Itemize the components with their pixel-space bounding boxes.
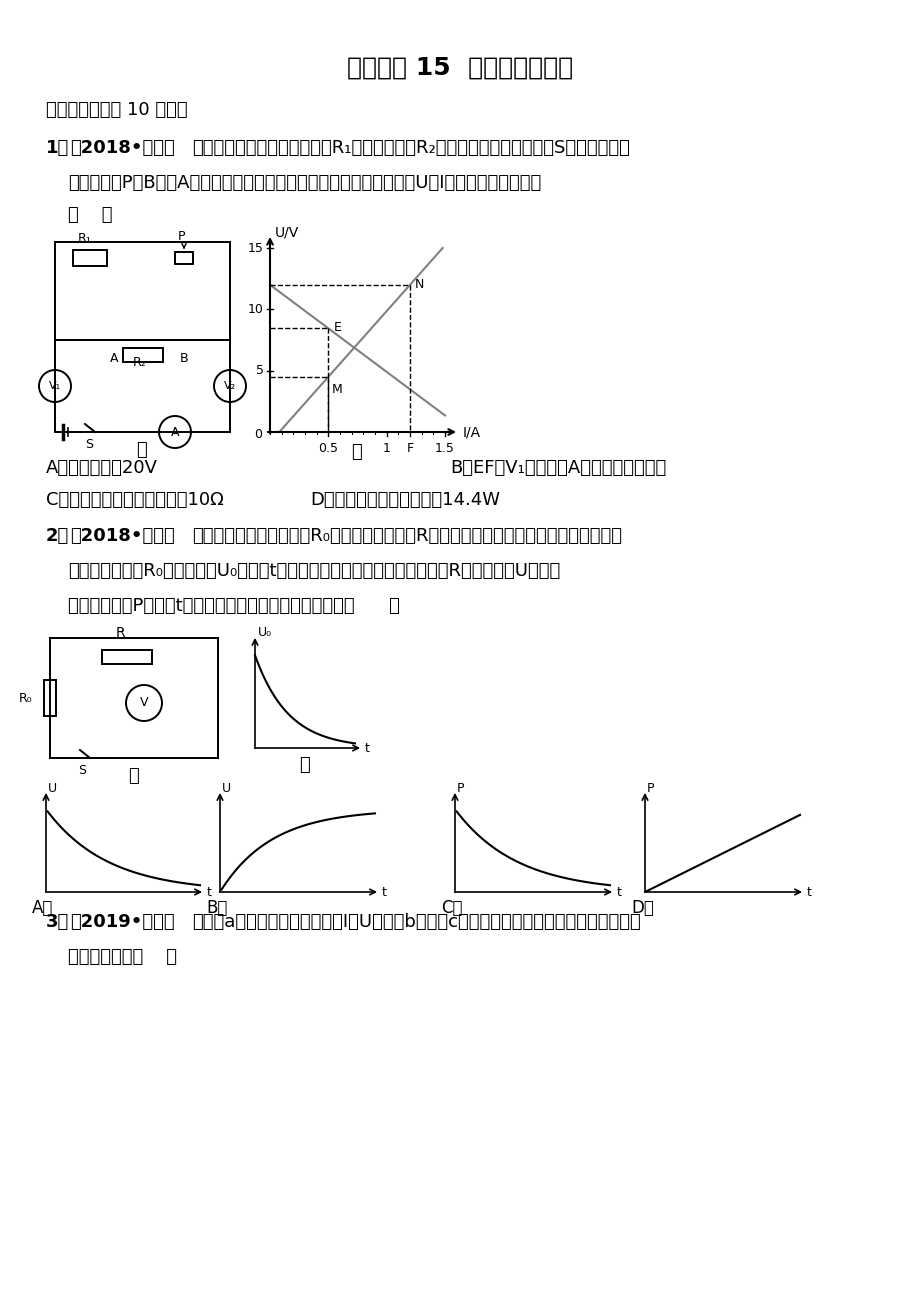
Text: t: t [207,885,211,898]
Text: 甲: 甲 [129,767,139,785]
Text: t: t [806,885,811,898]
Text: V₂: V₂ [223,381,236,391]
Text: R₂: R₂ [133,355,147,368]
Text: B．: B． [206,898,227,917]
Text: V₁: V₁ [49,381,61,391]
Text: 温度，定值电阻R₀两端的电压U₀随温度t变化的关系如图乙所示，则下列描述R两端的电压U、电路: 温度，定值电阻R₀两端的电压U₀随温度t变化的关系如图乙所示，则下列描述R两端的… [68,562,560,579]
Circle shape [214,370,245,402]
Text: 0: 0 [254,427,262,440]
Text: 如图（a）所示是电阻甲和乙的I－U图象（b）、（c）是它们的部分电路连接示意图，下列: 如图（a）所示是电阻甲和乙的I－U图象（b）、（c）是它们的部分电路连接示意图，… [192,913,640,931]
Text: R₀: R₀ [18,691,32,704]
Text: N: N [414,279,424,292]
Text: 甲: 甲 [137,441,147,460]
Bar [102,650,152,664]
Text: P: P [457,781,464,794]
Text: 10: 10 [248,303,264,316]
Text: R₁: R₁ [78,232,92,245]
Text: 乙: 乙 [351,443,362,461]
Text: 1: 1 [382,441,391,454]
Text: 15: 15 [248,241,264,254]
Text: A．电源电压为20V: A．电源电压为20V [46,460,158,477]
Text: A: A [171,426,179,439]
Text: I/A: I/A [462,424,480,439]
Text: E: E [333,322,341,335]
Bar [44,680,56,716]
Text: 阻器的滑片P从B端至A端的过程中，两电压表示数随电流表示数变化的U－I图象如图乙所示，则: 阻器的滑片P从B端至A端的过程中，两电压表示数随电流表示数变化的U－I图象如图乙… [68,174,540,191]
Text: （2018•常州）: （2018•常州） [70,139,175,158]
Text: D．: D． [630,898,653,917]
Text: A: A [110,352,119,365]
Text: U/V: U/V [275,225,299,240]
Text: D．整个电路的最大功率为14.4W: D．整个电路的最大功率为14.4W [310,491,499,509]
Text: 如图甲，电源电压恒定，R₀为定值电阻，电阻R的阻值随环境温度变化而改变。改变环境: 如图甲，电源电压恒定，R₀为定值电阻，电阻R的阻值随环境温度变化而改变。改变环境 [192,527,621,546]
Text: （2018•南通）: （2018•南通） [70,527,175,546]
Circle shape [159,417,191,448]
Text: 乙: 乙 [300,756,310,773]
Text: 3．: 3． [46,913,69,931]
Text: 如图甲所示，电源电压恒定，R₁是定值电阻，R₂是滑动变阻器，闭合开关S，移动滑动变: 如图甲所示，电源电压恒定，R₁是定值电阻，R₂是滑动变阻器，闭合开关S，移动滑动… [192,139,630,158]
Text: t: t [365,742,369,754]
Text: F: F [406,441,414,454]
Text: 一．选择题（共 10 小题）: 一．选择题（共 10 小题） [46,102,187,118]
Bar [73,250,107,266]
Text: （2019•淮安）: （2019•淮安） [70,913,175,931]
Text: 1．: 1． [46,139,69,158]
Text: B．EF是V₁表示数随A表示数变化的图象: B．EF是V₁表示数随A表示数变化的图象 [449,460,665,477]
Text: U₀: U₀ [257,625,272,638]
Text: R: R [115,626,125,641]
Text: P: P [646,781,653,794]
Text: A．: A． [32,898,53,917]
Text: 消耗的总功率P随温度t变化的关系图线中，可能正确的是（      ）: 消耗的总功率P随温度t变化的关系图线中，可能正确的是（ ） [68,598,400,615]
Text: B: B [180,352,188,365]
Text: t: t [381,885,387,898]
Text: C．滑动变阻器的最大阻值为10Ω: C．滑动变阻器的最大阻值为10Ω [46,491,223,509]
Text: S: S [78,764,85,777]
Text: 5: 5 [255,365,264,378]
Text: U: U [221,781,231,794]
Text: t: t [617,885,621,898]
Text: 1.5: 1.5 [435,441,454,454]
Text: （    ）: （ ） [68,206,112,224]
Text: 说法错误的是（    ）: 说法错误的是（ ） [68,948,176,966]
Text: 2．: 2． [46,527,69,546]
Text: P: P [177,230,186,243]
Text: M: M [331,383,342,396]
Circle shape [39,370,71,402]
Text: 0.5: 0.5 [318,441,338,454]
Bar [175,253,193,264]
Text: V: V [140,697,148,710]
Text: C．: C． [440,898,462,917]
Text: U: U [48,781,57,794]
Circle shape [126,685,162,721]
Text: S: S [85,439,93,452]
Bar [123,348,163,362]
Text: 压轴专题 15  电学图像和方程: 压轴专题 15 电学图像和方程 [346,56,573,79]
